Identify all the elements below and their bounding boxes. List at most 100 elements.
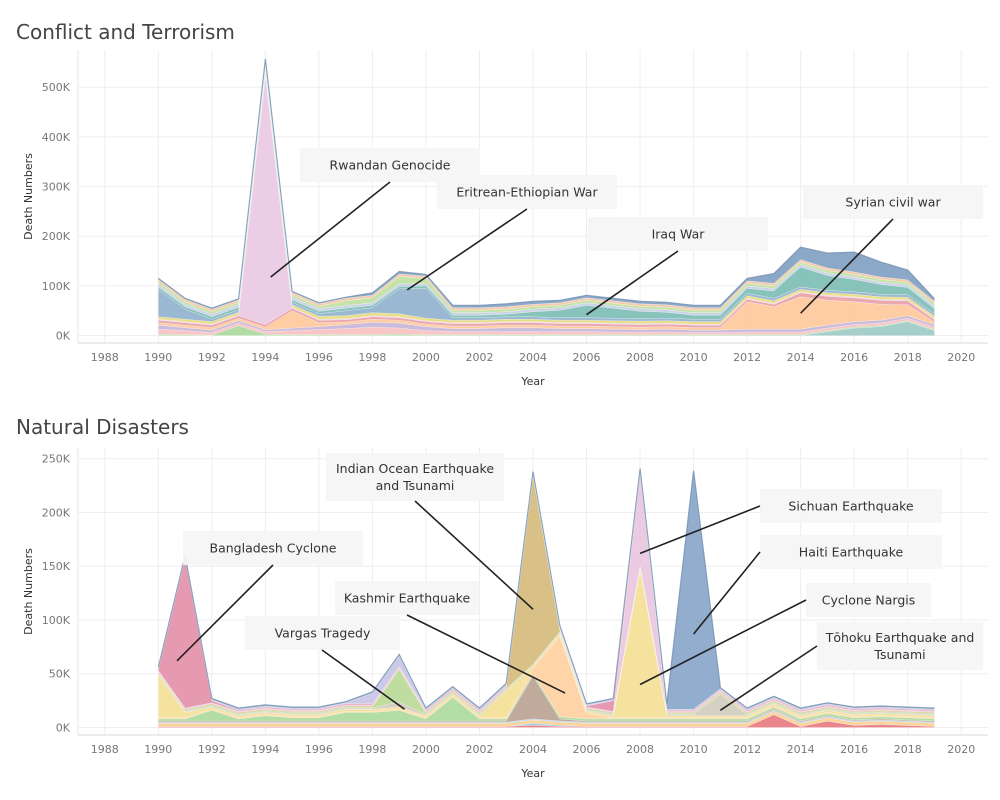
- x-tick-label: 1996: [305, 351, 333, 364]
- annotation-label: and Tsunami: [376, 478, 455, 493]
- annotation-box: [183, 531, 363, 565]
- x-tick-label: 1994: [251, 351, 279, 364]
- y-tick-label: 250K: [42, 453, 71, 466]
- y-tick-label: 0K: [56, 721, 71, 734]
- annotation-box: [760, 489, 942, 523]
- annotation-box: [760, 535, 942, 569]
- annotation-box: [803, 185, 983, 219]
- y-tick-label: 100K: [42, 280, 71, 293]
- annotation-label: Tōhoku Earthquake and: [825, 630, 975, 645]
- x-tick-label: 1996: [305, 743, 333, 756]
- annotation-box: [245, 616, 400, 650]
- x-tick-label: 2018: [894, 351, 922, 364]
- annotation-label: Vargas Tragedy: [275, 626, 371, 641]
- chart-title: Conflict and Terrorism: [16, 20, 235, 44]
- y-tick-label: 300K: [42, 181, 71, 194]
- annotation-label: Tsunami: [873, 647, 925, 662]
- x-tick-label: 2006: [573, 351, 601, 364]
- x-tick-label: 2000: [412, 743, 440, 756]
- x-tick-label: 2012: [733, 743, 761, 756]
- natural-disasters-area-chart: 1988 1990 1992 1994 1996 1998 2000 2002 2004 2006…: [22, 448, 988, 780]
- x-tick-label: 2004: [519, 743, 547, 756]
- x-tick-label: 1988: [91, 351, 119, 364]
- x-tick-label: 2014: [787, 743, 815, 756]
- y-axis-title: Death Numbers: [22, 548, 35, 635]
- x-tick-label: 2010: [680, 743, 708, 756]
- annotation: Syrian civil war: [800, 185, 983, 314]
- annotation: Haiti Earthquake: [692, 535, 942, 635]
- x-tick-label: 2018: [894, 743, 922, 756]
- y-tick-label: 500K: [42, 81, 71, 94]
- annotation-box: [326, 453, 504, 501]
- x-tick-label: 2010: [680, 351, 708, 364]
- stacked-areas: [158, 468, 935, 728]
- annotation-label: Iraq War: [652, 227, 706, 242]
- annotation-leader-line: [176, 564, 274, 662]
- x-tick-label: 2020: [947, 351, 975, 364]
- annotation-label: Syrian civil war: [845, 195, 941, 210]
- x-axis-title: Year: [520, 767, 545, 780]
- x-tick-label: 1994: [251, 743, 279, 756]
- x-tick-label: 2002: [465, 351, 493, 364]
- annotation-label: Sichuan Earthquake: [788, 499, 914, 514]
- annotation: Kashmir Earthquake: [335, 581, 566, 694]
- x-tick-label: 2002: [465, 743, 493, 756]
- x-tick-label: 2008: [626, 351, 654, 364]
- annotation: Iraq War: [586, 217, 768, 316]
- annotation: Tōhoku Earthquake and Tsunami: [719, 622, 983, 711]
- annotation: Indian Ocean Earthquake and Tsunami: [326, 453, 534, 610]
- chart-title: Natural Disasters: [16, 415, 189, 439]
- annotation: Sichuan Earthquake: [639, 489, 942, 555]
- annotation-label: Rwandan Genocide: [330, 158, 451, 173]
- y-tick-label: 100K: [42, 614, 71, 627]
- annotation-leader-line: [639, 505, 761, 555]
- y-tick-label: 50K: [49, 668, 71, 681]
- annotation-leader-line: [639, 599, 807, 686]
- annotation-leader-line: [800, 218, 894, 314]
- x-tick-label: 2000: [412, 351, 440, 364]
- y-tick-label: 200K: [42, 230, 71, 243]
- annotation-label: Kashmir Earthquake: [344, 591, 471, 606]
- annotation: Rwandan Genocide: [270, 148, 480, 278]
- x-tick-label: 2016: [840, 351, 868, 364]
- annotation: Vargas Tragedy: [245, 616, 405, 710]
- x-tick-label: 1992: [198, 351, 226, 364]
- annotation-leader-line: [692, 551, 761, 635]
- conflict-chart-panel: Conflict and Terrorism 1988 1990 1992 1994 1…: [0, 0, 1000, 395]
- annotation-leader-line: [321, 649, 405, 710]
- stack-total-outline: [157, 468, 935, 710]
- annotation-label: Haiti Earthquake: [799, 545, 904, 560]
- annotation-leader-line: [719, 645, 818, 711]
- annotation-label: Bangladesh Cyclone: [210, 541, 337, 556]
- annotation: Bangladesh Cyclone: [176, 531, 363, 662]
- y-tick-label: 400K: [42, 131, 71, 144]
- annotation-box: [437, 175, 617, 209]
- annotation-box: [335, 581, 479, 615]
- x-tick-label: 2008: [626, 743, 654, 756]
- tick-labels: 1988 1990 1992 1994 1996 1998 2000 2002 2004 2006…: [42, 453, 975, 756]
- tick-labels: 1988 1990 1992 1994 1996 1998 2000 2002 2004 2006…: [42, 81, 975, 364]
- annotation-label: Eritrean-Ethiopian War: [456, 185, 598, 200]
- annotation-leader-line: [414, 500, 534, 610]
- y-axis-title: Death Numbers: [22, 153, 35, 240]
- x-axis-title: Year: [520, 375, 545, 388]
- annotations: Rwandan Genocide Eritrean-Ethiopian War Ir…: [270, 148, 983, 316]
- annotation: Eritrean-Ethiopian War: [406, 175, 617, 291]
- x-tick-label: 2014: [787, 351, 815, 364]
- annotation-leader-line: [406, 614, 566, 694]
- annotation-box: [817, 622, 983, 670]
- x-tick-label: 1990: [144, 743, 172, 756]
- annotation-leader-line: [270, 181, 391, 278]
- y-tick-label: 200K: [42, 506, 71, 519]
- x-tick-label: 1992: [198, 743, 226, 756]
- stack-total-outline: [157, 58, 935, 309]
- annotation: Cyclone Nargis: [639, 583, 931, 686]
- stacked-areas: [158, 58, 935, 336]
- conflict-area-chart: 1988 1990 1992 1994 1996 1998 2000 2002 2004 2006…: [22, 50, 988, 388]
- x-tick-label: 1998: [358, 743, 386, 756]
- annotation-leader-line: [586, 250, 679, 316]
- x-tick-label: 2012: [733, 351, 761, 364]
- x-tick-label: 2006: [573, 743, 601, 756]
- x-tick-label: 1988: [91, 743, 119, 756]
